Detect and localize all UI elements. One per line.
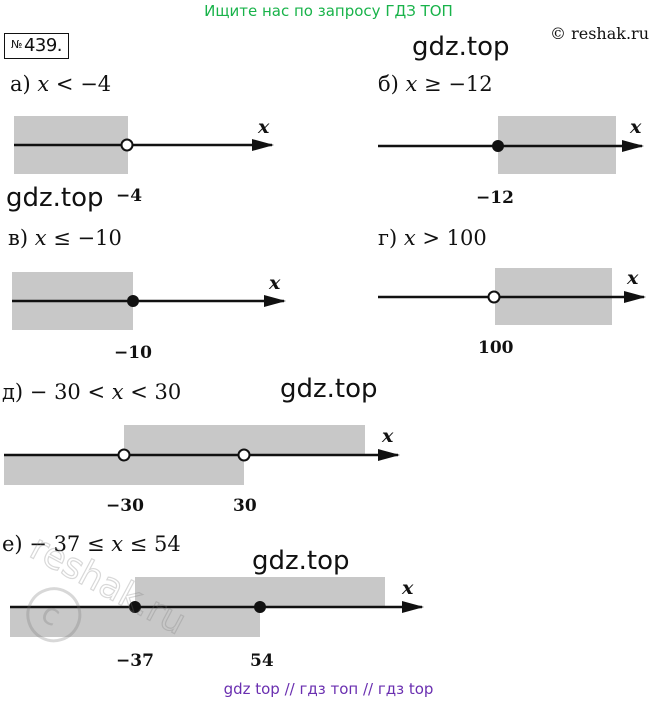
footer-links: gdz top // гдз топ // гдз top: [223, 680, 434, 698]
open-point-d-left: [117, 448, 131, 462]
search-banner: Ищите нас по запросу ГДЗ ТОП: [204, 2, 453, 20]
problem-a-label: а) x < −4: [10, 72, 112, 96]
tick-d-right: 30: [233, 496, 257, 516]
closed-point-e-left: [129, 601, 141, 613]
tick-d-left: −30: [106, 496, 144, 516]
watermark-2: gdz.top: [6, 183, 104, 213]
tick-a: −4: [116, 186, 143, 206]
watermark-3: gdz.top: [280, 374, 378, 404]
problem-v-label: в) x ≤ −10: [8, 226, 122, 250]
tick-b: −12: [476, 188, 514, 208]
problem-b-label: б) x ≥ −12: [378, 72, 493, 96]
closed-point-v: [127, 295, 139, 307]
axis-label-a: x: [258, 116, 270, 138]
tick-g: 100: [478, 338, 514, 358]
watermark-1: gdz.top: [412, 32, 510, 62]
task-number-value: 439.: [23, 35, 63, 56]
copyright-notice: © reshak.ru: [550, 24, 649, 43]
axis-label-e: x: [402, 577, 414, 599]
problem-d-label: д) − 30 < x < 30: [2, 380, 182, 404]
open-point-g: [487, 290, 501, 304]
watermark-4: gdz.top: [252, 546, 350, 576]
problem-g-label: г) x > 100: [378, 226, 487, 250]
problem-e-label: е) − 37 ≤ x ≤ 54: [2, 532, 181, 556]
open-point-d-right: [237, 448, 251, 462]
tick-v: −10: [114, 343, 152, 363]
closed-point-e-right: [254, 601, 266, 613]
task-number: № 439.: [4, 33, 70, 59]
axis-label-g: x: [627, 267, 639, 289]
axis-label-v: x: [269, 272, 281, 294]
tick-e-right: 54: [250, 651, 274, 671]
closed-point-b: [492, 140, 504, 152]
axis-label-d: x: [382, 425, 394, 447]
open-point-a: [120, 138, 134, 152]
axis-label-b: x: [630, 116, 642, 138]
tick-e-left: −37: [116, 651, 154, 671]
number-sign: №: [11, 38, 22, 51]
